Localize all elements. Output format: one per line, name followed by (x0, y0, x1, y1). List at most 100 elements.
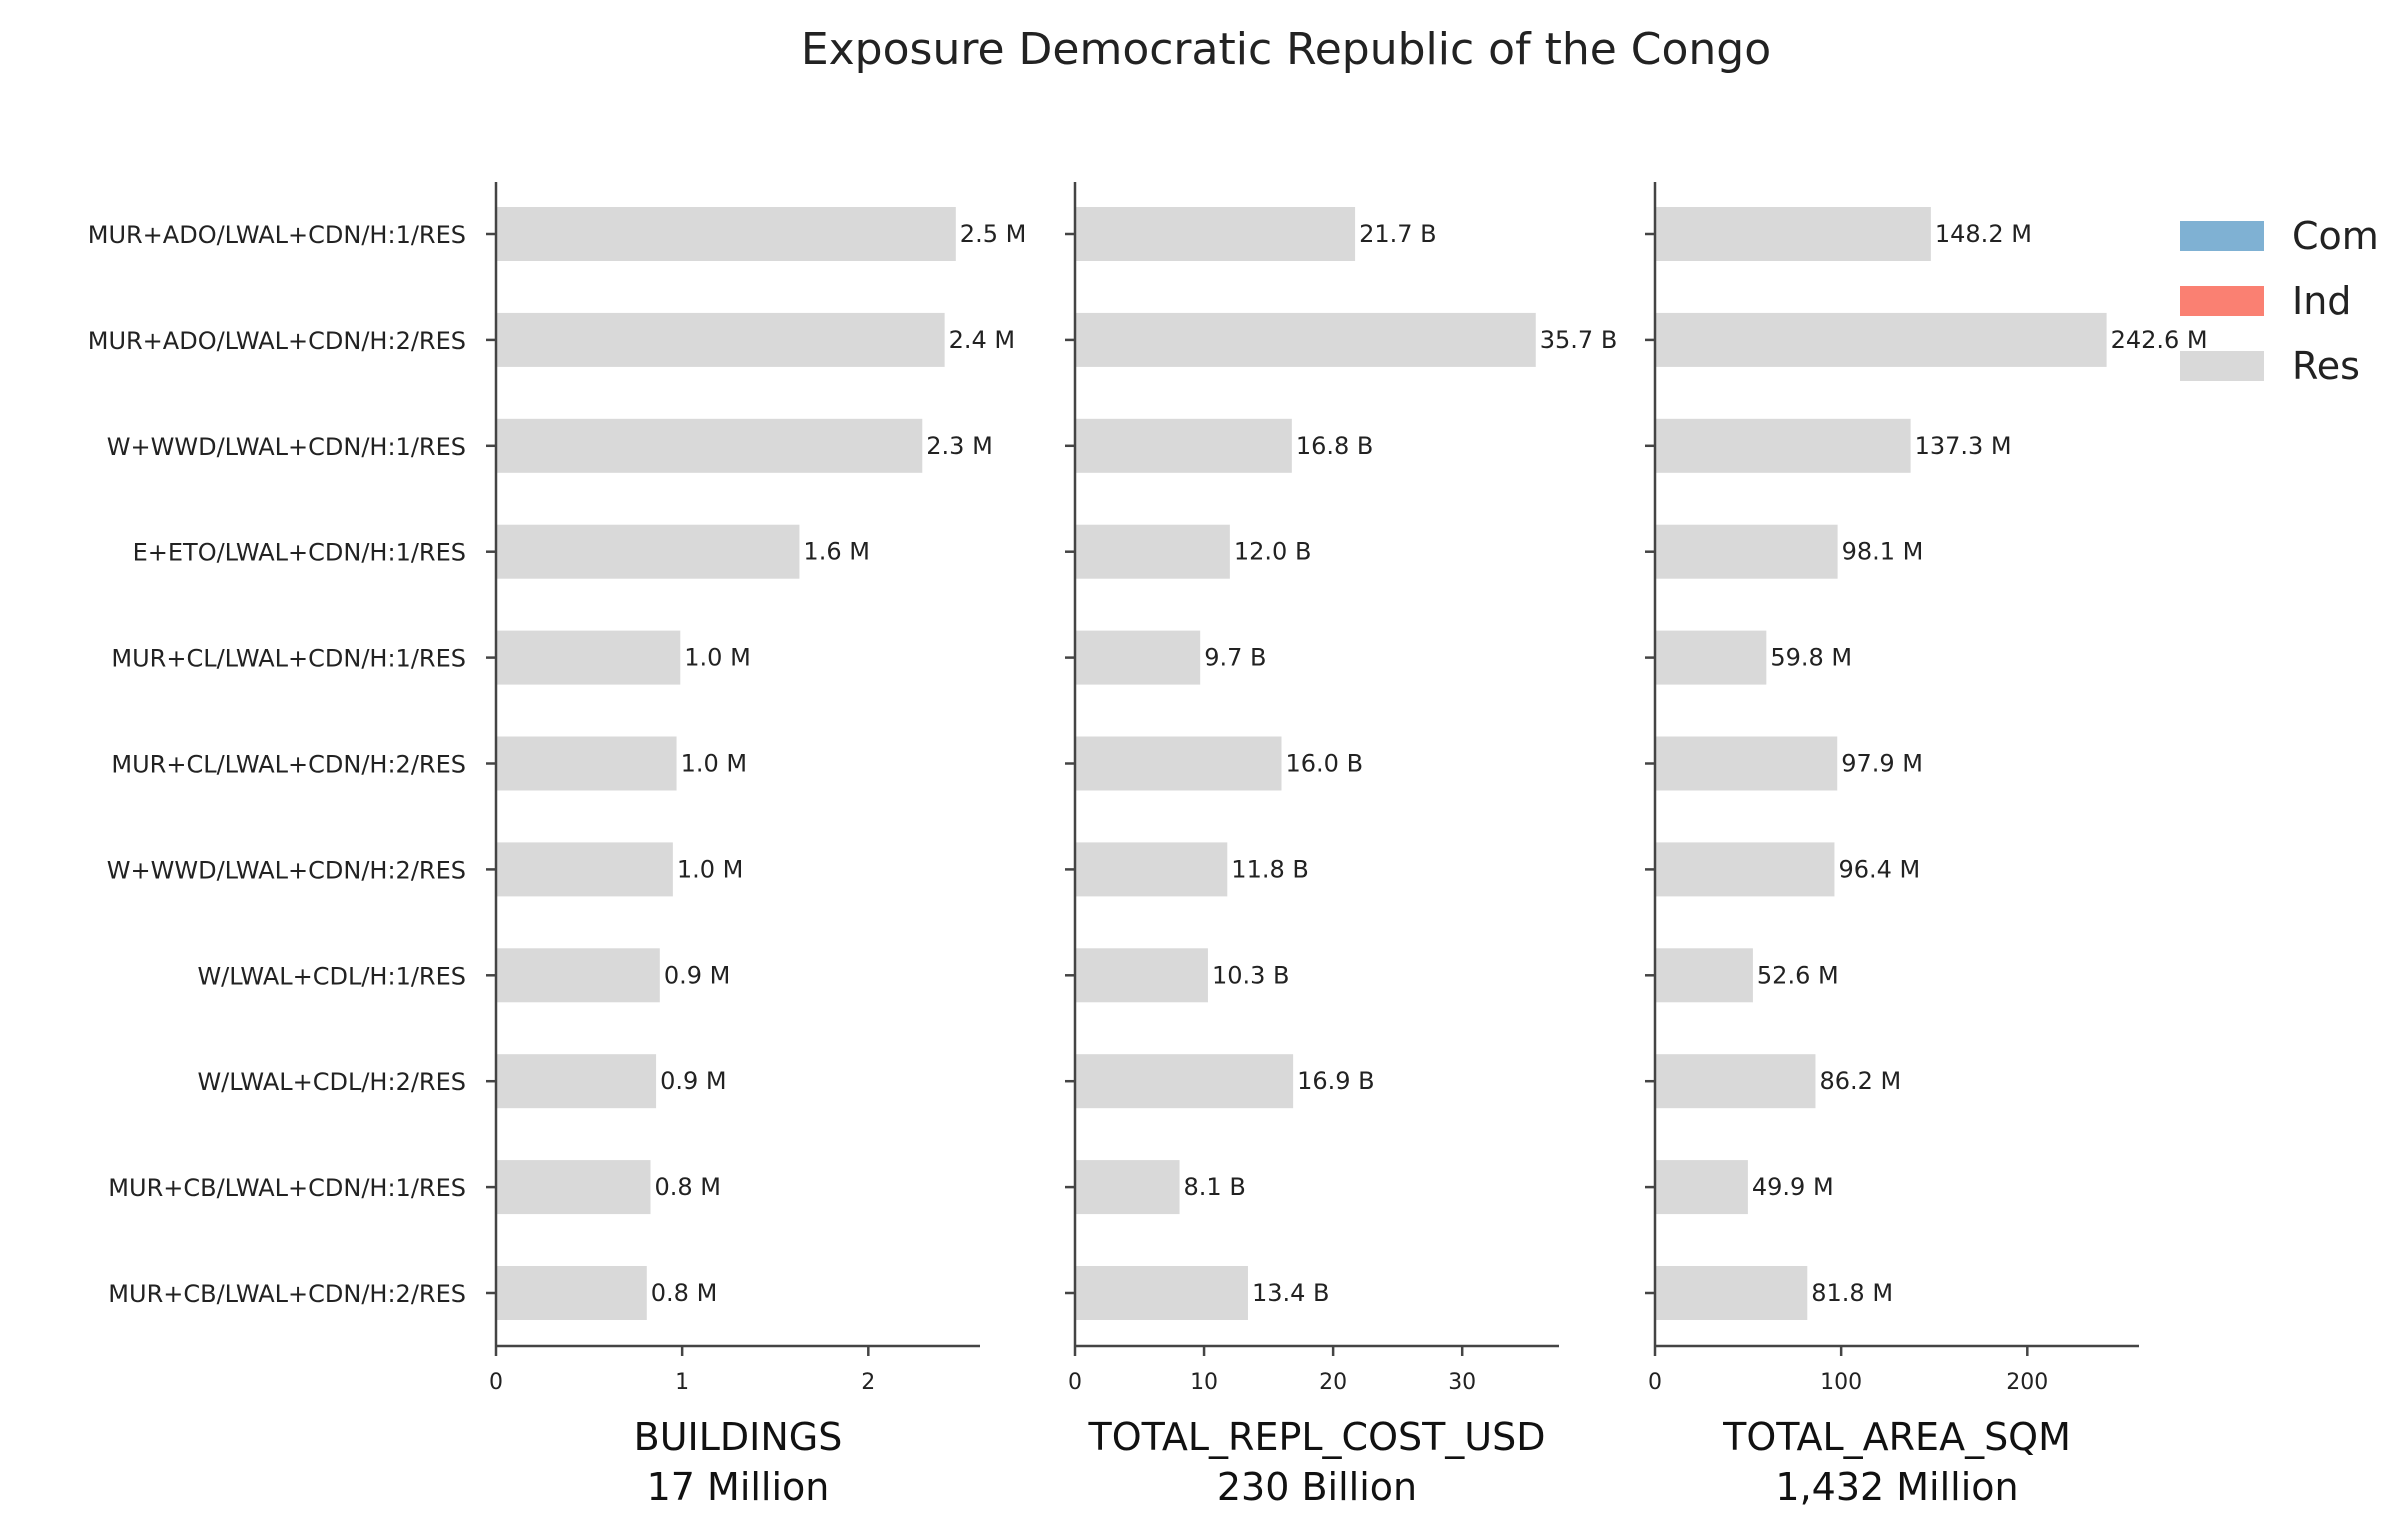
bar (496, 736, 677, 791)
x-tick-label: 200 (2006, 1370, 2048, 1395)
x-tick-label: 0 (1068, 1370, 1082, 1395)
data-label: 1.0 M (681, 750, 748, 778)
data-label: 137.3 M (1915, 432, 2012, 460)
data-label: 13.4 B (1252, 1279, 1330, 1307)
data-label: 1.6 M (803, 538, 870, 566)
data-label: 0.9 M (664, 961, 731, 989)
data-label: 59.8 M (1770, 644, 1852, 672)
panel-3: 148.2 M 242.6 M 137.3 M 98.1 M 59.8 M 97.9 M 9… (1645, 182, 2208, 1509)
bar (1075, 630, 1201, 685)
bar (1075, 1160, 1180, 1215)
data-label: 1.0 M (684, 644, 751, 672)
bar (1075, 312, 1536, 367)
chart-panels: 2.5 M MUR+ADO/LWAL+CDN/H:1/RES 2.4 M MUR+AD… (88, 182, 2208, 1509)
bar (496, 948, 660, 1003)
bar (1655, 524, 1838, 579)
bar (1655, 1266, 1808, 1320)
x-axis-label: TOTAL_REPL_COST_USD (1087, 1415, 1545, 1459)
panel-1: 2.5 M MUR+ADO/LWAL+CDN/H:1/RES 2.4 M MUR+AD… (88, 182, 1027, 1509)
bar (1075, 736, 1282, 791)
category-label: W/LWAL+CDL/H:1/RES (197, 962, 466, 990)
bar (496, 1160, 651, 1215)
bar (1655, 630, 1767, 685)
legend-swatch (2180, 221, 2264, 251)
category-label: W+WWD/LWAL+CDN/H:1/RES (107, 433, 466, 461)
x-tick-label: 0 (489, 1370, 503, 1395)
data-label: 148.2 M (1935, 220, 2032, 248)
x-tick-label: 2 (861, 1370, 875, 1395)
bar (1655, 418, 1911, 473)
category-label: MUR+CB/LWAL+CDN/H:2/RES (108, 1280, 466, 1308)
category-label: E+ETO/LWAL+CDN/H:1/RES (133, 539, 466, 567)
bar (496, 842, 673, 897)
bar (1655, 842, 1835, 897)
data-label: 16.9 B (1297, 1067, 1375, 1095)
data-label: 49.9 M (1752, 1173, 1834, 1201)
category-label: MUR+ADO/LWAL+CDN/H:2/RES (88, 327, 466, 355)
panel-total: 1,432 Million (1775, 1465, 2018, 1509)
bar (1655, 1054, 1816, 1109)
x-axis-label: TOTAL_AREA_SQM (1722, 1415, 2071, 1459)
bar (496, 630, 681, 685)
bar (1075, 1266, 1248, 1320)
data-label: 96.4 M (1838, 855, 1920, 883)
panel-total: 230 Billion (1217, 1465, 1417, 1509)
data-label: 11.8 B (1231, 855, 1309, 883)
data-label: 21.7 B (1359, 220, 1437, 248)
bar (1075, 948, 1208, 1003)
panel-2: 21.7 B 35.7 B 16.8 B 12.0 B 9.7 B 16.0 B 11.8 … (1065, 182, 1617, 1509)
bar (1655, 312, 2107, 367)
legend: Com Ind Res (2180, 214, 2379, 388)
x-tick-label: 20 (1319, 1370, 1347, 1395)
category-label: MUR+CL/LWAL+CDN/H:2/RES (111, 751, 466, 779)
category-label: MUR+CL/LWAL+CDN/H:1/RES (111, 645, 466, 673)
bar (496, 207, 956, 261)
data-label: 8.1 B (1184, 1173, 1246, 1201)
bar (1075, 1054, 1294, 1109)
data-label: 2.4 M (949, 326, 1016, 354)
x-tick-label: 100 (1820, 1370, 1862, 1395)
bar (496, 312, 945, 367)
bar (1655, 1160, 1748, 1215)
bar (1075, 524, 1230, 579)
data-label: 0.8 M (651, 1279, 718, 1307)
x-axis-label: BUILDINGS (634, 1415, 843, 1459)
category-label: MUR+CB/LWAL+CDN/H:1/RES (108, 1174, 466, 1202)
bar (496, 1054, 657, 1109)
data-label: 16.8 B (1296, 432, 1374, 460)
bar (496, 524, 800, 579)
bar (1655, 736, 1838, 791)
legend-label: Ind (2292, 279, 2351, 323)
data-label: 1.0 M (677, 855, 744, 883)
data-label: 81.8 M (1811, 1279, 1893, 1307)
data-label: 2.3 M (926, 432, 993, 460)
legend-label: Res (2292, 344, 2360, 388)
data-label: 242.6 M (2111, 326, 2208, 354)
bar (1075, 418, 1292, 473)
x-tick-label: 1 (675, 1370, 689, 1395)
bar (496, 1266, 647, 1320)
panel-total: 17 Million (647, 1465, 830, 1509)
category-label: W/LWAL+CDL/H:2/RES (197, 1068, 466, 1096)
data-label: 2.5 M (960, 220, 1027, 248)
legend-swatch (2180, 286, 2264, 316)
x-tick-label: 10 (1190, 1370, 1218, 1395)
bar (1655, 207, 1931, 261)
data-label: 10.3 B (1212, 961, 1290, 989)
data-label: 0.9 M (660, 1067, 727, 1095)
data-label: 97.9 M (1841, 750, 1923, 778)
data-label: 0.8 M (655, 1173, 722, 1201)
bar (1655, 948, 1753, 1003)
bar (1075, 842, 1228, 897)
data-label: 86.2 M (1819, 1067, 1901, 1095)
category-label: MUR+ADO/LWAL+CDN/H:1/RES (88, 221, 466, 249)
data-label: 98.1 M (1842, 538, 1924, 566)
legend-swatch (2180, 351, 2264, 381)
data-label: 9.7 B (1204, 644, 1266, 672)
x-tick-label: 30 (1448, 1370, 1476, 1395)
legend-label: Com (2292, 214, 2379, 258)
x-tick-label: 0 (1648, 1370, 1662, 1395)
data-label: 16.0 B (1286, 750, 1364, 778)
data-label: 12.0 B (1234, 538, 1312, 566)
